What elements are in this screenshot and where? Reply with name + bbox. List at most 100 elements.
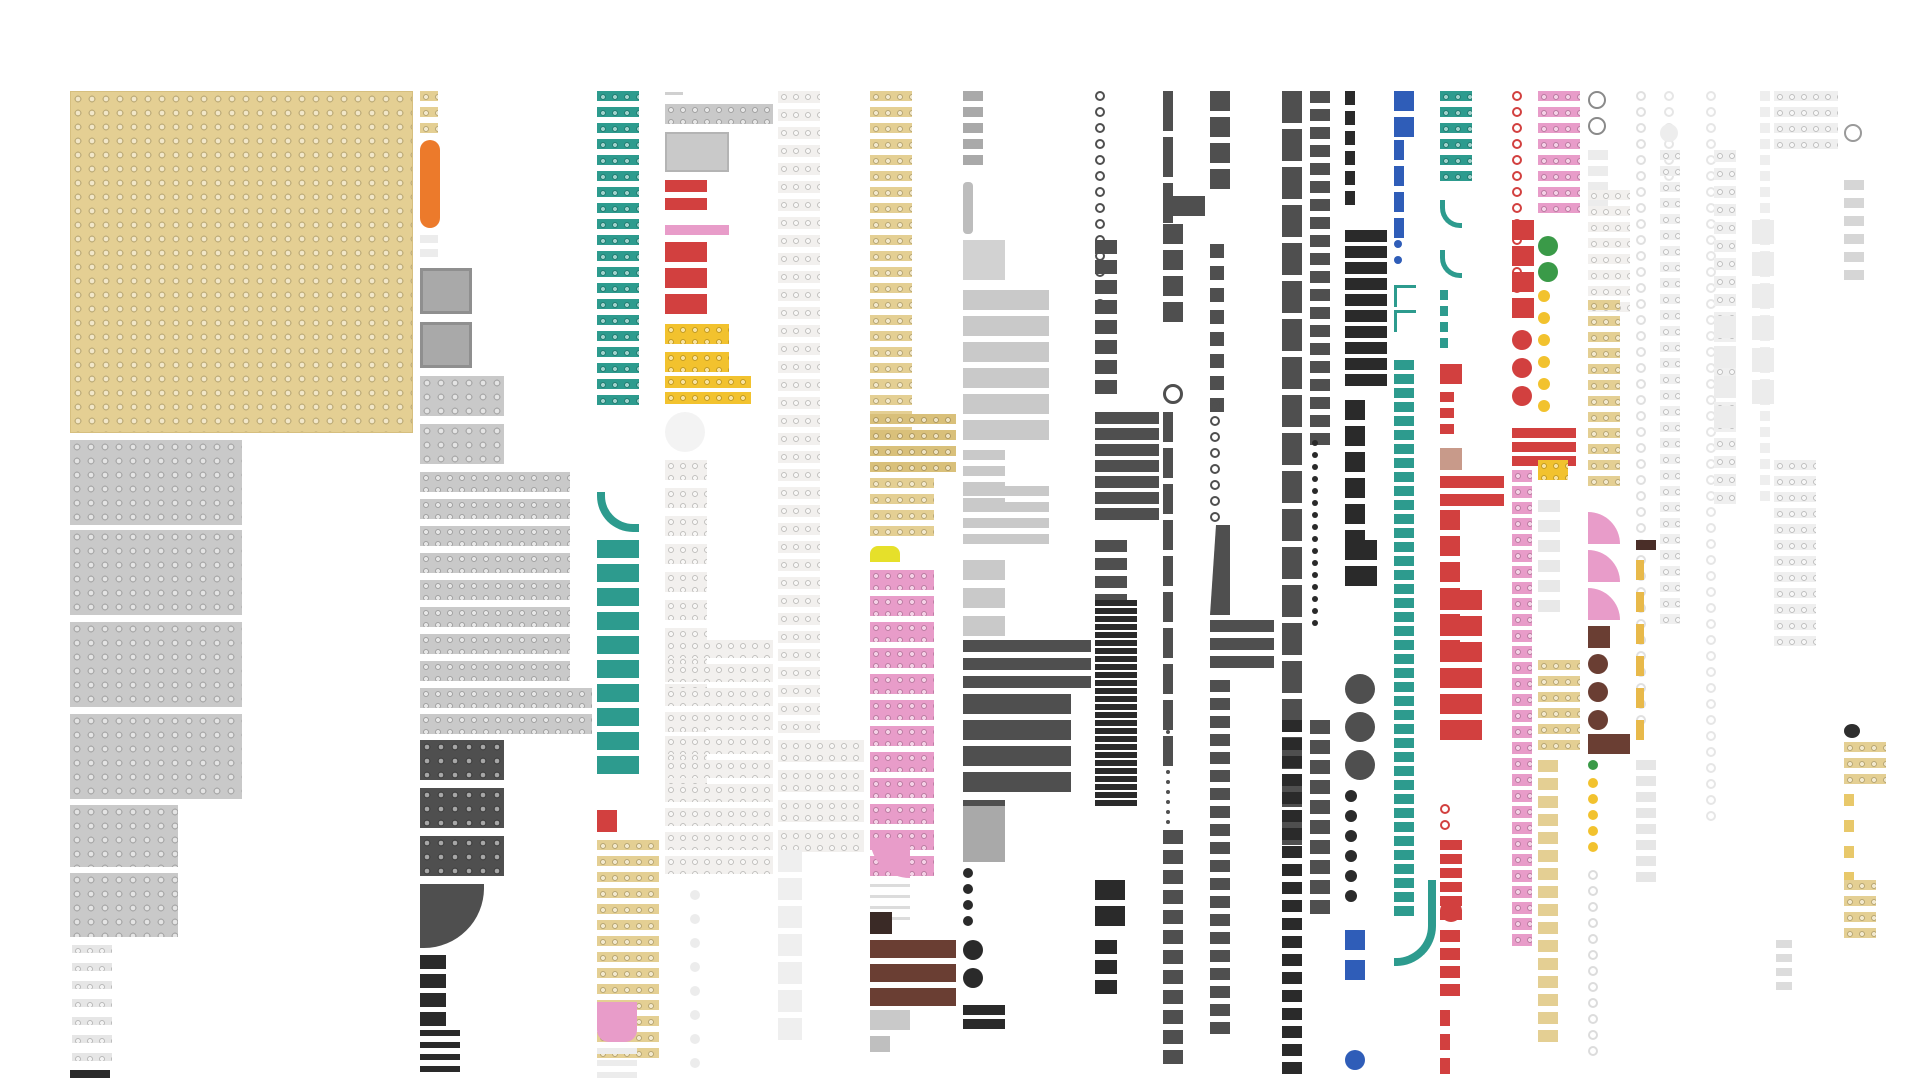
dark-gray-slope-small: [1210, 310, 1224, 324]
yellow-round: [1538, 378, 1550, 390]
white-ring: [1664, 91, 1674, 101]
black-brick: [1345, 504, 1365, 524]
pink-brick: [597, 1002, 637, 1042]
white-ring: [1588, 950, 1598, 960]
black-brick-small: [420, 974, 446, 988]
dark-dot: [1166, 740, 1170, 744]
black-bar: [1345, 191, 1355, 205]
black-part: [420, 1042, 460, 1048]
white-plate: [1660, 486, 1680, 496]
white-plate-small: [420, 249, 438, 257]
white-ring: [1636, 283, 1646, 293]
red-brick: [1440, 536, 1460, 556]
dark-gray-brick: [1282, 509, 1302, 541]
white-ring: [1706, 251, 1716, 261]
white-plate: [1588, 254, 1630, 264]
tan-plate: [870, 155, 912, 165]
white-ring: [1706, 635, 1716, 645]
dark-ring: [1210, 496, 1220, 506]
dark-gray-slope: [1163, 302, 1183, 322]
white-plate: [1714, 276, 1736, 288]
dark-gray-brick-pair: [1310, 253, 1330, 265]
teal-plate: [1394, 850, 1414, 860]
dark-gray-brick-pair: [1310, 181, 1330, 193]
dark-gray-bar: [1163, 484, 1173, 514]
tan-plate: [1588, 348, 1620, 358]
dark-gray-tile: [1210, 770, 1230, 782]
white-ring: [1706, 811, 1716, 821]
black-brick-small: [1282, 954, 1302, 966]
dark-gray-tile-wide: [1163, 196, 1205, 216]
white-part: [1636, 824, 1656, 834]
white-ring: [1588, 902, 1598, 912]
brown-plate: [870, 964, 956, 982]
white-ring: [1636, 203, 1646, 213]
yellow-plate-long: [665, 392, 751, 404]
white-ring: [1636, 523, 1646, 533]
white-part: [778, 906, 802, 928]
tan-plate: [870, 107, 912, 117]
teal-tile: [597, 636, 639, 654]
dark-gray-tile: [1210, 752, 1230, 764]
white-ring: [1706, 715, 1716, 725]
tan-plate: [597, 968, 659, 978]
black-dot: [1312, 476, 1318, 482]
dark-dot: [1166, 730, 1170, 734]
tan-plate: [870, 331, 912, 341]
teal-tile: [1440, 306, 1448, 316]
white-ring: [1636, 475, 1646, 485]
yellow-plate: [665, 352, 729, 372]
dark-gray-tile: [1210, 788, 1230, 800]
teal-tile: [597, 588, 639, 606]
white-ring: [1636, 235, 1646, 245]
small-white-part: [72, 945, 112, 953]
red-ring: [1440, 820, 1450, 830]
dark-gray-tile: [963, 720, 1071, 740]
dark-gray-tile: [1095, 300, 1117, 314]
light-part: [1776, 982, 1792, 990]
red-part: [1440, 392, 1454, 402]
white-tile-tall: [1752, 284, 1774, 308]
white-ring: [1706, 731, 1716, 741]
white-plate: [1660, 342, 1680, 352]
white-part: [1636, 856, 1656, 866]
teal-plate: [1394, 780, 1414, 790]
black-plate: [1310, 900, 1330, 914]
tan-small: [1538, 1012, 1558, 1024]
brown-plate: [1588, 734, 1630, 754]
gray-plate-long: [420, 499, 570, 519]
white-bar: [870, 895, 910, 898]
black-brick-wide: [1345, 230, 1387, 242]
pink-plate: [1538, 187, 1580, 197]
dark-gray-brick-pair: [1310, 235, 1330, 247]
white-plate: [1660, 502, 1680, 512]
pink-plate: [1512, 790, 1532, 802]
gray-tile: [963, 368, 1049, 388]
tan-plate: [1844, 774, 1886, 784]
black-brick: [1345, 400, 1365, 420]
white-ring: [1636, 379, 1646, 389]
gray-tile: [963, 316, 1049, 336]
red-plate: [1440, 616, 1482, 636]
white-ring: [1706, 619, 1716, 629]
pink-plate: [1512, 774, 1532, 786]
white-part: [778, 850, 802, 872]
gray-plate-long: [420, 472, 570, 492]
white-part: [1636, 872, 1656, 882]
white-plate: [1660, 438, 1680, 448]
white-round-plate: [665, 412, 705, 452]
yellow-dot: [1588, 810, 1598, 820]
white-plate: [1760, 475, 1770, 485]
white-ring: [1706, 587, 1716, 597]
white-plate: [778, 703, 820, 715]
dark-gray-brick-pair: [1310, 343, 1330, 355]
teal-plate: [597, 155, 639, 165]
red-round: [1512, 358, 1532, 378]
gray-plate-long: [420, 661, 570, 681]
red-plate: [1440, 720, 1482, 740]
white-plate: [1714, 168, 1736, 180]
yellow-dot: [1588, 778, 1598, 788]
small-white-part: [72, 981, 112, 989]
white-ring: [1636, 363, 1646, 373]
dark-gray-slope-small: [1210, 332, 1224, 346]
